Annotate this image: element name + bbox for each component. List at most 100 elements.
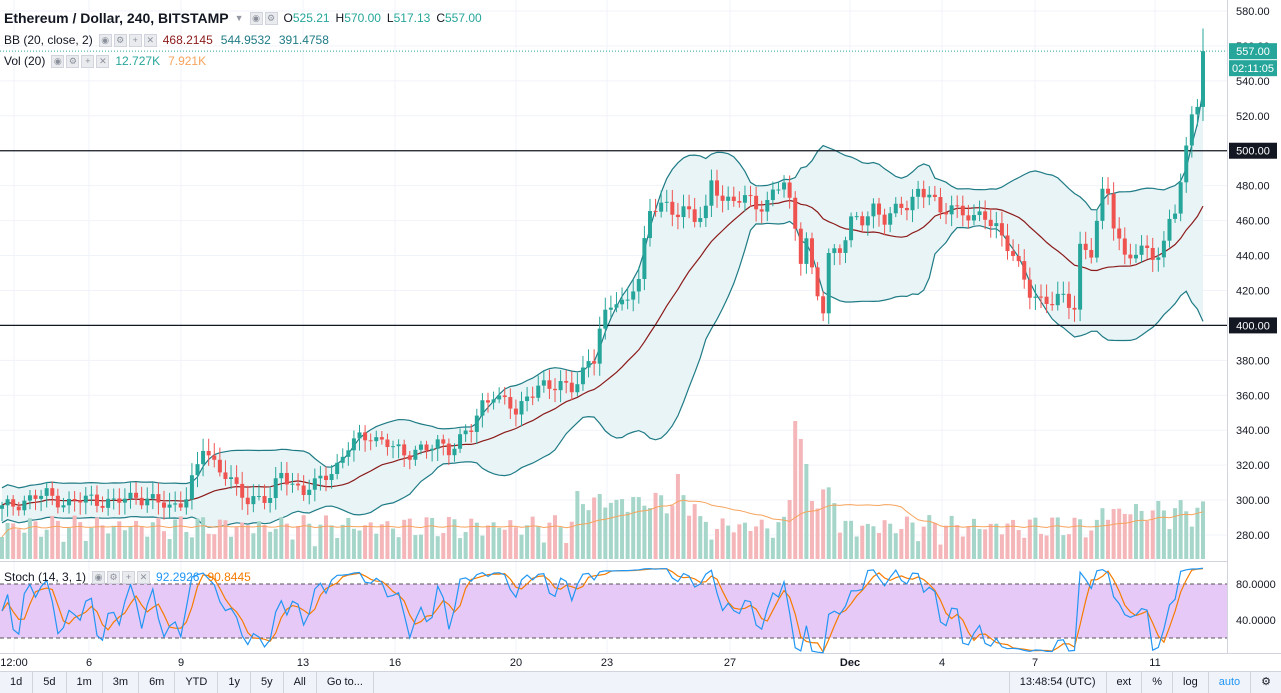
- price-tick-label: 520.00: [1236, 111, 1270, 123]
- price-tick-label: 380.00: [1236, 355, 1270, 367]
- candle-body: [776, 189, 781, 191]
- timeframe-5y[interactable]: 5y: [251, 672, 284, 693]
- percent-toggle[interactable]: %: [1141, 672, 1172, 693]
- eye-icon[interactable]: ◉: [98, 33, 112, 47]
- timeframe-1m[interactable]: 1m: [67, 672, 103, 693]
- volume-bar: [893, 533, 898, 559]
- eye-icon[interactable]: ◉: [51, 54, 65, 68]
- volume-bar: [1033, 517, 1038, 559]
- candle-body: [50, 488, 55, 496]
- candle-body: [670, 201, 675, 215]
- volume-bar: [558, 527, 563, 559]
- stoch-title[interactable]: Stoch (14, 3, 1): [4, 570, 87, 584]
- volume-bar: [1150, 510, 1155, 559]
- stochastic-pane: [0, 567, 1227, 654]
- timeframe-5d[interactable]: 5d: [33, 672, 67, 693]
- bb-title[interactable]: BB (20, close, 2): [4, 33, 93, 47]
- add-icon[interactable]: +: [81, 54, 95, 68]
- vol-title[interactable]: Vol (20): [4, 54, 46, 68]
- volume-bar: [703, 521, 708, 559]
- timeframe-ytd[interactable]: YTD: [175, 672, 219, 693]
- candle-body: [351, 438, 356, 451]
- close-icon[interactable]: ✕: [96, 54, 110, 68]
- candle-body: [1072, 307, 1077, 310]
- volume-bar: [424, 517, 429, 559]
- time-tick-label: 23: [601, 657, 613, 669]
- level-tag-400: 400.00: [1236, 320, 1270, 332]
- volume-bar: [167, 538, 172, 559]
- candle-body: [1044, 296, 1049, 304]
- timeframe-1y[interactable]: 1y: [218, 672, 251, 693]
- candle-body: [262, 496, 267, 503]
- chevron-down-icon[interactable]: ▼: [234, 13, 244, 23]
- candle-body: [145, 498, 150, 506]
- auto-toggle[interactable]: auto: [1207, 672, 1250, 693]
- volume-bar: [754, 526, 759, 559]
- price-axis[interactable]: 580.00560.00540.00520.00500.00480.00460.…: [1236, 6, 1270, 542]
- volume-bar: [888, 523, 893, 559]
- candle-body: [463, 430, 468, 435]
- timeframe-3m[interactable]: 3m: [103, 672, 140, 693]
- settings-icon[interactable]: ⚙: [113, 33, 127, 47]
- timeframe-all[interactable]: All: [284, 672, 317, 693]
- candle-body: [558, 381, 563, 391]
- settings-icon[interactable]: ⚙: [66, 54, 80, 68]
- timeframe-1d[interactable]: 1d: [0, 672, 34, 693]
- candle-body: [1150, 247, 1155, 260]
- timeframe-goto[interactable]: Go to...: [317, 672, 374, 693]
- symbol-title[interactable]: Ethereum / Dollar, 240, BITSTAMP: [4, 10, 229, 26]
- bb-value: 468.2145: [162, 33, 213, 47]
- candle-body: [1022, 261, 1027, 280]
- volume-bar: [5, 522, 10, 559]
- volume-bar: [212, 534, 217, 559]
- volume-bar: [1195, 507, 1200, 559]
- time-tick-label: 16: [389, 657, 401, 669]
- log-toggle[interactable]: log: [1172, 672, 1208, 693]
- eye-icon[interactable]: ◉: [92, 570, 106, 584]
- ext-toggle[interactable]: ext: [1105, 672, 1142, 693]
- ohlc-label: L: [386, 11, 394, 25]
- stoch-axis[interactable]: 80.0000 40.0000: [1236, 579, 1276, 627]
- volume-bar: [698, 516, 703, 559]
- vol-value: 7.921K: [168, 54, 207, 68]
- candle-body: [379, 437, 384, 440]
- candle-body: [480, 400, 485, 416]
- symbol-legend: Ethereum / Dollar, 240, BITSTAMP ▼ ◉ ⚙ O5…: [4, 9, 488, 27]
- eye-icon[interactable]: ◉: [249, 11, 263, 25]
- volume-bar: [402, 519, 407, 559]
- candle-body: [960, 205, 965, 216]
- settings-icon[interactable]: ⚙: [107, 570, 121, 584]
- candle-body: [742, 195, 747, 203]
- candle-body: [580, 367, 585, 385]
- price-tick-label: 480.00: [1236, 181, 1270, 193]
- candle-body: [620, 299, 625, 305]
- candle-body: [391, 446, 396, 448]
- candle-body: [944, 212, 949, 215]
- stoch-k-line: [1, 567, 1204, 654]
- volume-bar: [357, 530, 362, 559]
- bb-value: 544.9532: [220, 33, 271, 47]
- volume-bar: [681, 495, 686, 559]
- volume-bar: [407, 518, 412, 559]
- volume-bar: [189, 537, 194, 559]
- time-axis[interactable]: 12:00 6 9 13 16 20 23 27 Dec 4 7 11: [0, 657, 1160, 669]
- volume-bar: [1184, 511, 1189, 559]
- close-icon[interactable]: ✕: [143, 33, 157, 47]
- candle-body: [55, 495, 60, 508]
- add-icon[interactable]: +: [122, 570, 136, 584]
- ohlc-value: 557.00: [444, 11, 482, 25]
- time-tick-label: 6: [86, 657, 92, 669]
- settings-icon[interactable]: ⚙: [264, 11, 278, 25]
- candle-body: [44, 488, 49, 496]
- timeframe-6m[interactable]: 6m: [139, 672, 176, 693]
- add-icon[interactable]: +: [128, 33, 142, 47]
- close-icon[interactable]: ✕: [137, 570, 151, 584]
- gear-icon[interactable]: ⚙: [1250, 672, 1281, 693]
- volume-bar: [201, 517, 206, 559]
- bottom-toolbar: 1d 5d 1m 3m 6m YTD 1y 5y All Go to... 13:48:54 (U…: [0, 671, 1281, 693]
- candle-body: [541, 380, 546, 386]
- candle-body: [809, 238, 814, 268]
- volume-bar: [580, 504, 585, 559]
- volume-bar: [184, 531, 189, 559]
